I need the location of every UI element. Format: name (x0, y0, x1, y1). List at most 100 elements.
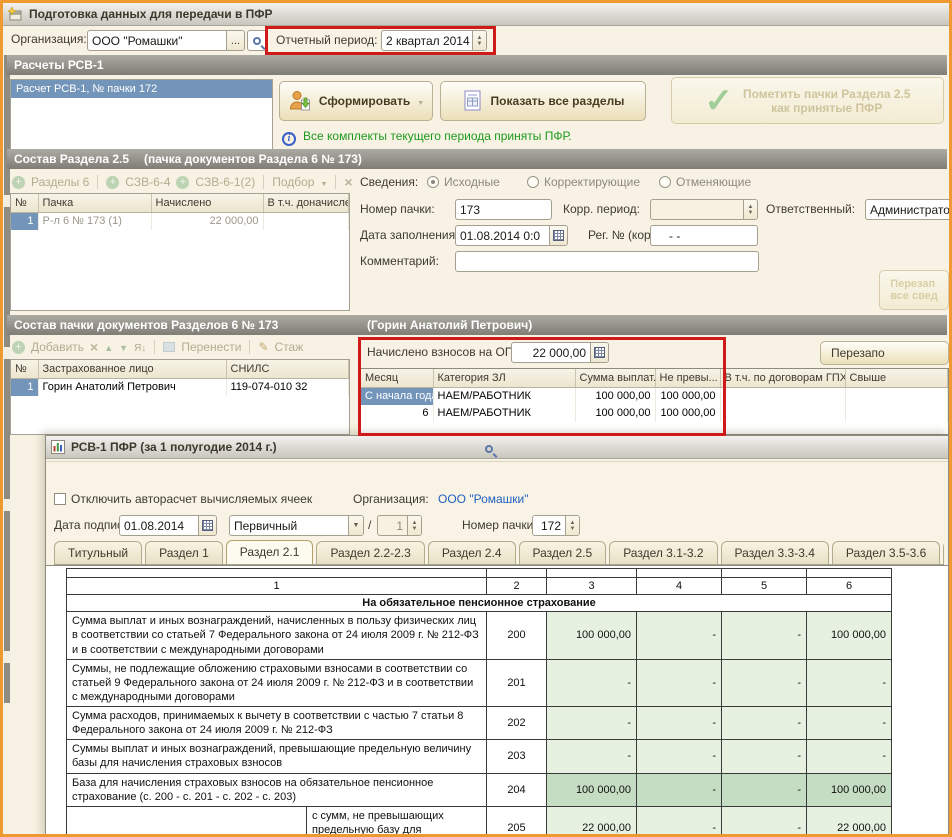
cell-c6[interactable]: 22 000,00 (806, 805, 892, 834)
cell-c3[interactable]: 100 000,00 (546, 772, 637, 807)
period-input[interactable]: 2 квартал 2014 г. (381, 30, 487, 51)
delete-icon[interactable] (90, 339, 98, 355)
radio-icon[interactable] (527, 176, 539, 188)
comment-input[interactable] (455, 251, 759, 272)
col-header-sum[interactable]: Сумма выплат... (575, 369, 656, 388)
tab-razdel1[interactable]: Раздел 1 (145, 541, 223, 564)
pack-num-input[interactable]: 173 (455, 199, 552, 220)
toolbar-stazh[interactable]: Стаж (274, 340, 304, 354)
cell-c6[interactable]: 100 000,00 (806, 611, 892, 660)
col-header-num[interactable]: № (11, 360, 39, 379)
colnum-6[interactable]: 6 (806, 577, 892, 595)
tab-titulny[interactable]: Титульный (54, 541, 143, 564)
radio-icon[interactable] (659, 176, 671, 188)
row-accrued[interactable]: 22 000,00 (151, 212, 264, 230)
period-spinner[interactable] (472, 31, 486, 50)
table-row[interactable]: 6 НАЕМ/РАБОТНИК 100 000,00 100 000,00 (361, 404, 948, 422)
ops-input[interactable]: 22 000,00 (511, 342, 609, 363)
col-header-num[interactable]: № (11, 194, 39, 213)
cell-sum[interactable]: 100 000,00 (575, 404, 656, 422)
table-row[interactable]: 1 Р-л 6 № 173 (1) 22 000,00 (11, 212, 349, 230)
col-header-person[interactable]: Застрахованное лицо (38, 360, 227, 379)
cell-c4[interactable]: - (636, 772, 722, 807)
autocalc-checkbox[interactable]: Отключить авторасчет вычисляемых ячеек (54, 489, 312, 510)
cell-c5[interactable]: - (721, 805, 807, 834)
cell-over[interactable] (845, 387, 948, 405)
calendar-button[interactable] (549, 226, 567, 245)
col-header-limit[interactable]: Не превы... (655, 369, 721, 388)
tab-razdel4[interactable]: Раздел 4 (943, 541, 944, 564)
cell-c4[interactable]: - (636, 706, 722, 741)
cell-month[interactable]: С начала года (361, 387, 434, 405)
row-num[interactable]: 1 (11, 212, 39, 230)
colnum-5[interactable]: 5 (721, 577, 807, 595)
table-row[interactable]: С начала года НАЕМ/РАБОТНИК 100 000,00 1… (361, 387, 948, 405)
row-pack[interactable]: Р-л 6 № 173 (1) (38, 212, 152, 230)
revision-input[interactable]: 1 (377, 515, 422, 536)
cell-sum[interactable]: 100 000,00 (575, 387, 656, 405)
cell-c5[interactable]: - (721, 772, 807, 807)
toolbar-szv64[interactable]: СЗВ-6-4 (125, 175, 171, 189)
radio-ishodnye[interactable]: Исходные (427, 172, 500, 193)
row-snils[interactable]: 119-074-010 32 (226, 378, 349, 396)
list-item[interactable]: Расчет РСВ-1, № пачки 172 (11, 80, 272, 98)
col-header-accrued[interactable]: Начислено (151, 194, 264, 213)
row-code[interactable]: 202 (486, 706, 547, 741)
cell-c5[interactable]: - (721, 658, 807, 708)
row-label[interactable]: Суммы выплат и иных вознаграждений, прев… (66, 739, 487, 774)
cell-c3[interactable]: 22 000,00 (546, 805, 637, 834)
org-input[interactable]: ООО "Ромашки" ... (87, 30, 245, 51)
cell-c4[interactable]: - (636, 611, 722, 660)
col-header-gph[interactable]: В т.ч. по договорам ГПХ (720, 369, 846, 388)
radio-korrekt[interactable]: Корректирующие (527, 172, 640, 193)
refill-button[interactable]: Перезапо (820, 341, 949, 365)
sort-icon[interactable] (134, 340, 146, 354)
spreadsheet-area[interactable]: 1 2 3 4 5 6 На обязательное пенсионное с… (46, 565, 948, 834)
cell-category[interactable]: НАЕМ/РАБОТНИК (433, 387, 576, 405)
sheet-section-title[interactable]: На обязательное пенсионное страхование (66, 594, 892, 612)
tab-razdel22-23[interactable]: Раздел 2.2-2.3 (316, 541, 425, 564)
cell-month[interactable]: 6 (361, 404, 434, 422)
reg-num-input[interactable]: - - (650, 225, 758, 246)
col-header-pack[interactable]: Пачка (38, 194, 152, 213)
tab-razdel33-34[interactable]: Раздел 3.3-3.4 (720, 541, 829, 564)
colnum-1[interactable]: 1 (66, 577, 487, 595)
checkbox-icon[interactable] (54, 493, 66, 505)
toolbar-szv61[interactable]: СЗВ-6-1(2) (195, 175, 256, 189)
row-code[interactable]: 204 (486, 772, 547, 807)
cell-c6[interactable]: - (806, 706, 892, 741)
col-header-category[interactable]: Категория ЗЛ (433, 369, 576, 388)
row-label[interactable]: Сумма расходов, принимаемых к вычету в с… (66, 706, 487, 741)
row-label[interactable]: База для начисления страховых взносов на… (66, 772, 487, 807)
cell-c6[interactable]: - (806, 739, 892, 774)
ellipsis-button[interactable]: ... (226, 31, 244, 50)
colnum-2[interactable]: 2 (486, 577, 547, 595)
tab-razdel31-32[interactable]: Раздел 3.1-3.2 (609, 541, 718, 564)
tab-razdel24[interactable]: Раздел 2.4 (427, 541, 516, 564)
toolbar-sections6[interactable]: Разделы 6 (31, 175, 90, 189)
cell-category[interactable]: НАЕМ/РАБОТНИК (433, 404, 576, 422)
cell-limit[interactable]: 100 000,00 (655, 404, 721, 422)
delete-icon[interactable] (344, 174, 352, 190)
revision-spinner[interactable] (407, 516, 421, 535)
cell-limit[interactable]: 100 000,00 (655, 387, 721, 405)
generate-button[interactable]: Сформировать (279, 81, 433, 121)
col-header-month[interactable]: Месяц (361, 369, 434, 388)
tab-razdel25[interactable]: Раздел 2.5 (518, 541, 607, 564)
tab-razdel21[interactable]: Раздел 2.1 (225, 540, 314, 564)
chevron-down-icon[interactable] (348, 516, 363, 535)
calendar-button[interactable] (198, 516, 216, 535)
radio-icon[interactable] (427, 176, 439, 188)
refill-all-button[interactable]: Перезап все свед (879, 270, 949, 310)
move-down-icon[interactable] (119, 340, 128, 354)
row-code[interactable]: 203 (486, 739, 547, 774)
row-code[interactable]: 201 (486, 658, 547, 708)
korr-period-input[interactable] (650, 199, 758, 220)
report-org-value[interactable]: ООО "Ромашки" (438, 492, 529, 506)
col-header-over[interactable]: Свыше (845, 369, 948, 388)
rsv-listbox[interactable]: Расчет РСВ-1, № пачки 172 (10, 79, 273, 151)
colnum-4[interactable]: 4 (636, 577, 722, 595)
colnum-3[interactable]: 3 (546, 577, 637, 595)
row-code[interactable]: 200 (486, 611, 547, 660)
cell-gph[interactable] (720, 387, 846, 405)
